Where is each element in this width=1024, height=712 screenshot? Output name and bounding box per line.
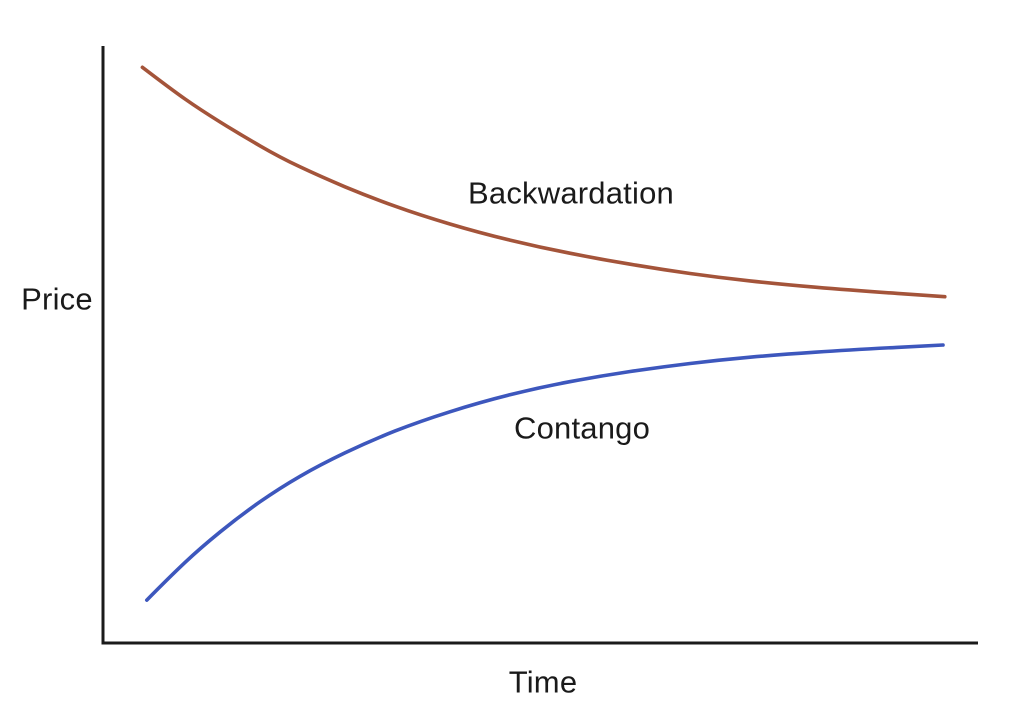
y-axis-label: Price <box>21 281 93 317</box>
contango-curve <box>145 343 945 602</box>
backwardation-curve <box>140 65 947 299</box>
x-axis-label: Time <box>508 664 578 700</box>
contango-curve-label: Contango <box>513 410 651 446</box>
backwardation-curve-label: Backwardation <box>468 175 674 211</box>
